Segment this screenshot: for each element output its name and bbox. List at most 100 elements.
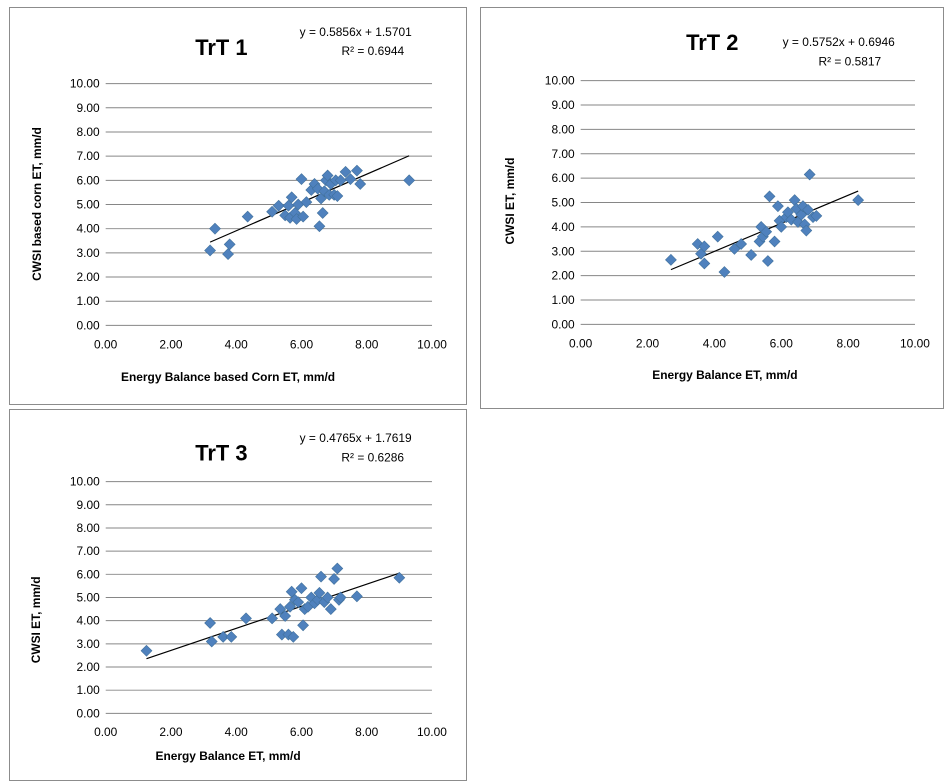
data-point <box>316 207 329 219</box>
data-point <box>810 210 823 222</box>
data-point <box>313 586 326 599</box>
data-point <box>768 235 781 248</box>
data-point <box>223 238 236 251</box>
data-point <box>351 590 363 603</box>
x-tick-label: 4.00 <box>225 337 249 351</box>
x-tick-label: 8.00 <box>355 337 379 351</box>
chart-panel-trt1: 0.00 1.00 2.00 3.00 4.00 5.00 6.00 7.00 8.00 9.00… <box>9 7 467 405</box>
data-point <box>272 199 285 212</box>
x-tick-label: 10.00 <box>417 337 447 351</box>
y-tick-label: 4.00 <box>551 220 575 234</box>
data-point <box>315 570 327 583</box>
data-point <box>331 190 344 202</box>
data-point <box>728 242 741 255</box>
data-point <box>354 178 367 190</box>
data-point <box>775 221 788 233</box>
y-tick-label: 8.00 <box>76 125 100 139</box>
data-point <box>297 619 309 632</box>
data-point <box>339 165 352 178</box>
data-point <box>763 190 776 203</box>
y-tick-label: 4.00 <box>77 614 101 628</box>
y-tick-label: 4.00 <box>76 222 100 236</box>
data-point <box>718 266 731 278</box>
y-tick-label: 9.00 <box>77 498 101 512</box>
y-axis-label: CWSI ET, mm/d <box>503 158 517 245</box>
data-point <box>393 571 406 584</box>
regression-equation: y = 0.5752x + 0.6946 <box>783 35 896 49</box>
y-tick-label: 5.00 <box>77 590 101 604</box>
y-tick-label: 1.00 <box>551 293 575 307</box>
y-tick-label: 2.00 <box>77 660 101 674</box>
regression-equation: y = 0.4765x + 1.7619 <box>300 431 412 445</box>
y-tick-label: 3.00 <box>551 244 575 258</box>
data-point <box>279 610 292 622</box>
chart-svg-trt1: 0.00 1.00 2.00 3.00 4.00 5.00 6.00 7.00 8.00 9.00… <box>30 25 447 384</box>
chart-svg-trt3: 0.00 1.00 2.00 3.00 4.00 5.00 6.00 7.00 8.00 9.00… <box>29 431 447 763</box>
y-tick-label: 7.00 <box>77 544 101 558</box>
data-point <box>287 630 300 643</box>
data-point <box>240 612 252 625</box>
data-point <box>802 203 814 216</box>
x-axis-label: Energy Balance ET, mm/d <box>652 368 797 382</box>
y-tick-label: 0.00 <box>77 706 101 720</box>
x-tick-label: 8.00 <box>355 725 379 739</box>
data-point <box>295 173 308 186</box>
data-point <box>217 630 230 643</box>
data-point <box>282 199 295 212</box>
data-point <box>241 210 254 223</box>
data-point <box>344 173 357 186</box>
data-point <box>698 257 711 270</box>
y-tick-label: 0.00 <box>551 317 575 331</box>
x-tick-label: 6.00 <box>290 337 314 351</box>
y-tick-label: 1.00 <box>76 294 100 308</box>
x-axis-label: Energy Balance ET, mm/d <box>155 749 300 763</box>
y-tick-label: 10.00 <box>545 74 575 88</box>
x-tick-label: 6.00 <box>770 336 794 350</box>
chart-svg-trt2: 0.00 1.00 2.00 3.00 4.00 5.00 6.00 7.00 8.00 9.00… <box>503 30 930 382</box>
y-axis-label: CWSI ET, mm/d <box>29 576 43 663</box>
x-tick-label: 4.00 <box>703 336 727 350</box>
data-point <box>800 224 813 237</box>
data-point <box>331 562 344 575</box>
data-point <box>284 600 296 613</box>
chart-title: TrT 2 <box>686 30 738 55</box>
x-tick-label: 0.00 <box>94 725 118 739</box>
data-point <box>334 591 347 604</box>
y-tick-label: 7.00 <box>551 147 575 161</box>
data-point <box>204 244 216 257</box>
y-tick-label: 6.00 <box>76 173 100 187</box>
data-point <box>803 168 816 181</box>
data-point <box>735 238 748 250</box>
data-point <box>266 612 278 625</box>
data-point <box>274 603 287 615</box>
x-tick-label: 10.00 <box>417 725 447 739</box>
x-tick-label: 0.00 <box>569 336 593 350</box>
y-tick-label: 2.00 <box>551 269 575 283</box>
data-point <box>745 249 758 261</box>
data-point <box>266 205 279 218</box>
y-tick-label: 8.00 <box>551 122 575 136</box>
data-point <box>285 191 298 204</box>
x-tick-label: 2.00 <box>636 336 660 350</box>
chart-title: TrT 3 <box>195 441 247 466</box>
data-point <box>295 582 308 595</box>
r-squared: R² = 0.6286 <box>341 451 404 465</box>
data-point <box>795 208 808 221</box>
y-tick-label: 3.00 <box>76 246 100 260</box>
data-point <box>760 225 773 238</box>
y-tick-label: 8.00 <box>77 521 101 535</box>
data-point <box>209 222 221 235</box>
y-tick-label: 5.00 <box>76 197 100 211</box>
data-point <box>698 240 711 253</box>
data-point <box>351 164 363 177</box>
data-point <box>300 196 313 208</box>
r-squared: R² = 0.6944 <box>341 44 404 58</box>
r-squared: R² = 0.5817 <box>818 55 881 69</box>
y-tick-label: 9.00 <box>76 101 100 115</box>
chart-panel-trt2: 0.00 1.00 2.00 3.00 4.00 5.00 6.00 7.00 8.00 9.00… <box>480 7 944 409</box>
data-point <box>297 210 310 223</box>
data-point <box>324 603 337 615</box>
y-tick-label: 5.00 <box>551 196 575 210</box>
y-tick-label: 0.00 <box>76 318 100 332</box>
data-point <box>292 596 305 609</box>
